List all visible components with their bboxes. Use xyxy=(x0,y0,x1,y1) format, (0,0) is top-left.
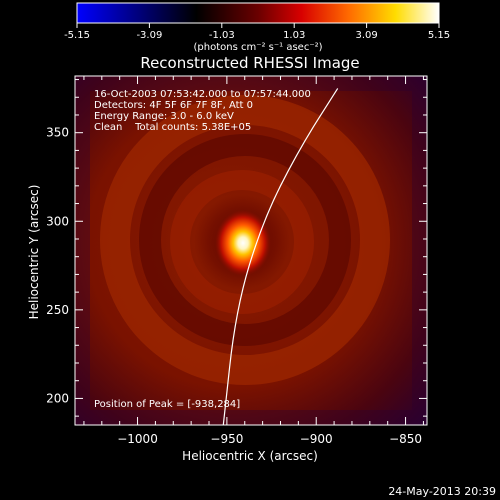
plot-frame xyxy=(74,75,428,426)
y-tick-label: 200 xyxy=(46,391,69,405)
peak-source xyxy=(215,210,271,276)
solar-limb-curve xyxy=(222,88,339,425)
footer-timestamp: 24-May-2013 20:39 xyxy=(388,485,496,498)
colorbar-tick-label: 3.09 xyxy=(355,30,377,41)
info-line-energy: Energy Range: 3.0 - 6.0 keV xyxy=(94,111,234,122)
x-axis-ticks: −1000 −950 −900 −850 xyxy=(83,76,424,446)
info-block: 16-Oct-2003 07:53:42.000 to 07:57:44.000… xyxy=(94,89,311,133)
peak-position-text: Position of Peak = [-938,284] xyxy=(94,399,240,410)
colorbar-tick-label: 5.15 xyxy=(428,30,450,41)
y-axis-label: Heliocentric Y (arcsec) xyxy=(27,185,41,320)
y-tick-label: 300 xyxy=(46,214,69,228)
colorbar-ticks: -5.15 -3.09 -1.03 1.03 3.09 5.15 xyxy=(64,23,450,41)
image-area xyxy=(75,76,427,425)
x-tick-label: −850 xyxy=(389,432,422,446)
colorbar-tick-label: -5.15 xyxy=(64,30,90,41)
info-line-time: 16-Oct-2003 07:53:42.000 to 07:57:44.000 xyxy=(94,89,311,100)
x-tick-label: −1000 xyxy=(117,432,158,446)
colorbar-tick-label: 1.03 xyxy=(283,30,305,41)
y-tick-label: 250 xyxy=(46,303,69,317)
colorbar-tick-label: -3.09 xyxy=(136,30,162,41)
y-axis-ticks: 200 250 300 350 xyxy=(46,79,427,417)
x-tick-label: −900 xyxy=(300,432,333,446)
image-title: Reconstructed RHESSI Image xyxy=(140,54,359,72)
colorbar-tick-label: -1.03 xyxy=(209,30,235,41)
info-line-detectors: Detectors: 4F 5F 6F 7F 8F, Att 0 xyxy=(94,100,253,111)
x-axis-label: Heliocentric X (arcsec) xyxy=(182,449,318,463)
colorbar xyxy=(76,2,440,24)
y-tick-label: 350 xyxy=(46,126,69,140)
colorbar-units: (photons cm⁻² s⁻¹ asec⁻²) xyxy=(193,42,322,53)
x-tick-label: −950 xyxy=(210,432,243,446)
info-line-clean: Clean Total counts: 5.38E+05 xyxy=(94,122,251,133)
